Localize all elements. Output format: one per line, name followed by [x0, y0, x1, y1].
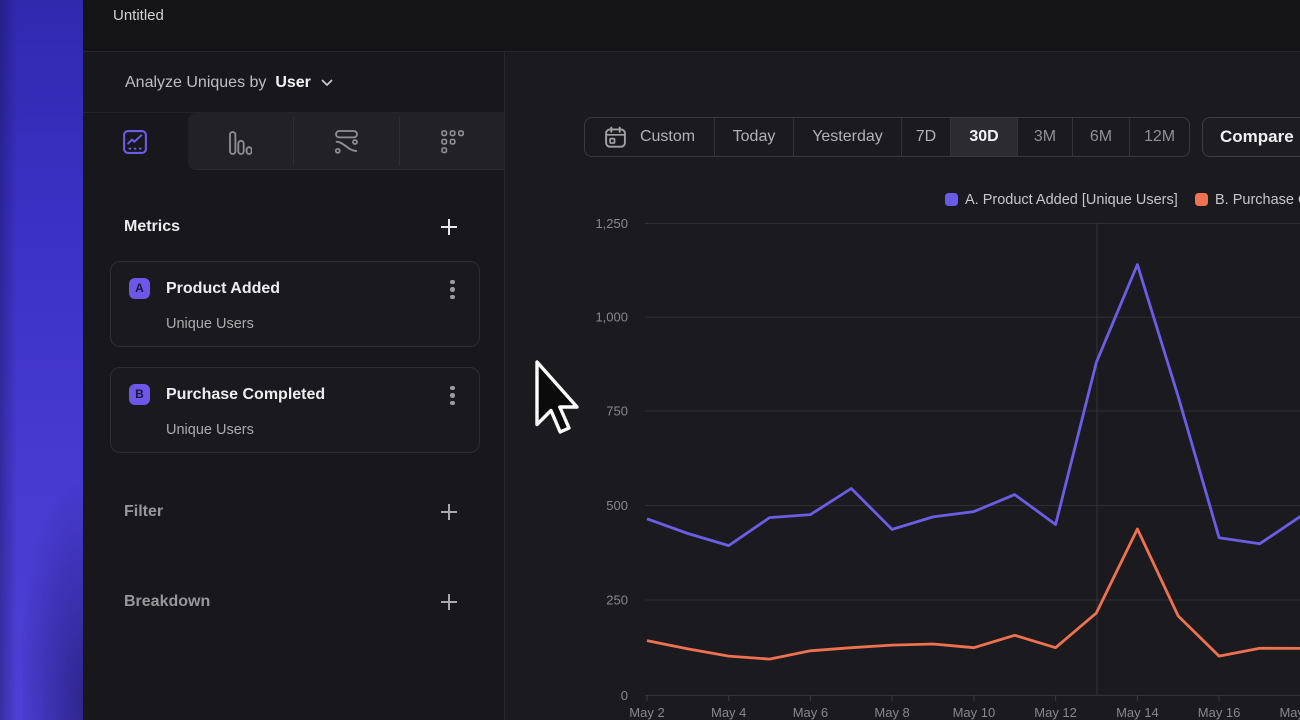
svg-text:1,250: 1,250 — [595, 216, 628, 231]
svg-text:250: 250 — [606, 593, 628, 608]
svg-text:May 4: May 4 — [711, 705, 746, 720]
svg-text:May 12: May 12 — [1034, 705, 1077, 720]
svg-text:May 8: May 8 — [874, 705, 909, 720]
svg-text:May 14: May 14 — [1116, 705, 1159, 720]
svg-text:0: 0 — [621, 688, 628, 703]
svg-text:May 10: May 10 — [953, 705, 996, 720]
svg-text:500: 500 — [606, 498, 628, 513]
svg-text:May 18: May 18 — [1279, 705, 1300, 720]
svg-text:May 16: May 16 — [1198, 705, 1241, 720]
svg-text:May 6: May 6 — [793, 705, 828, 720]
svg-text:1,000: 1,000 — [595, 310, 628, 325]
svg-text:750: 750 — [606, 404, 628, 419]
svg-text:May 2: May 2 — [629, 705, 664, 720]
